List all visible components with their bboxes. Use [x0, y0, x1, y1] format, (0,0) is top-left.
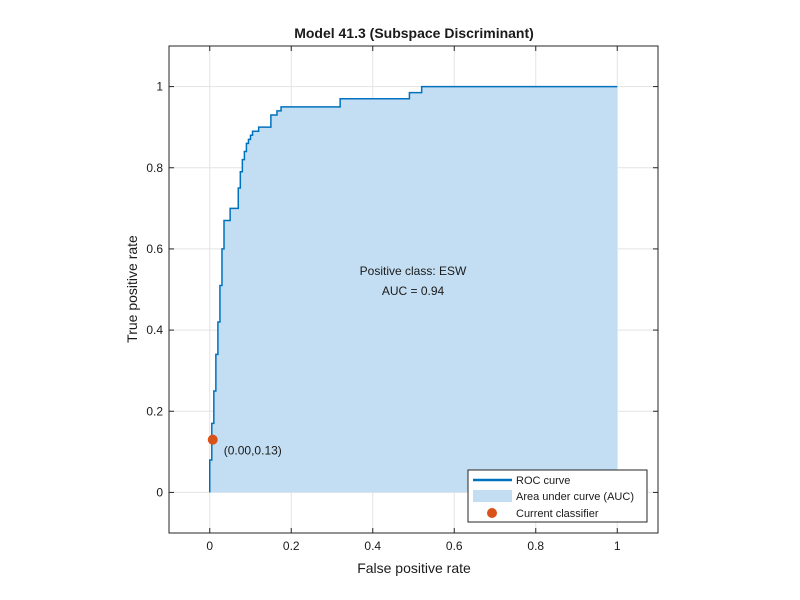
legend-auc-label: Area under curve (AUC) — [516, 491, 634, 503]
y-tick-label: 0 — [156, 485, 163, 499]
x-tick-label: 0 — [206, 539, 213, 553]
x-tick-label: 0.4 — [364, 539, 381, 553]
positive-class-annotation: Positive class: ESW — [360, 264, 467, 278]
auc-area — [209, 86, 618, 493]
y-tick-label: 0.8 — [146, 161, 163, 175]
legend-roc-label: ROC curve — [516, 475, 570, 487]
y-tick-label: 1 — [156, 80, 163, 94]
x-axis-label: False positive rate — [357, 560, 471, 576]
legend-classifier-swatch — [487, 508, 497, 518]
current-classifier-label: (0.00,0.13) — [224, 444, 282, 458]
x-tick-label: 0.8 — [527, 539, 544, 553]
x-tick-label: 0.6 — [446, 539, 463, 553]
x-tick-label: 1 — [614, 539, 621, 553]
axis-ticks: 0 0.2 0.4 0.6 0.8 1 0 0.2 0.4 0.6 0.8 1 — [146, 46, 658, 553]
legend: ROC curve Area under curve (AUC) Current… — [467, 469, 648, 523]
roc-curve-line — [209, 85, 618, 493]
y-axis-label: True positive rate — [124, 235, 140, 343]
chart-title: Model 41.3 (Subspace Discriminant) — [294, 25, 534, 41]
y-tick-label: 0.6 — [146, 242, 163, 256]
current-classifier-point — [207, 434, 218, 445]
auc-annotation: AUC = 0.94 — [382, 284, 445, 298]
y-tick-label: 0.2 — [146, 404, 163, 418]
x-tick-label: 0.2 — [283, 539, 300, 553]
plot-axes-box — [168, 45, 659, 534]
legend-auc-swatch — [473, 490, 512, 502]
legend-classifier-label: Current classifier — [516, 508, 599, 520]
y-tick-label: 0.4 — [146, 323, 163, 337]
